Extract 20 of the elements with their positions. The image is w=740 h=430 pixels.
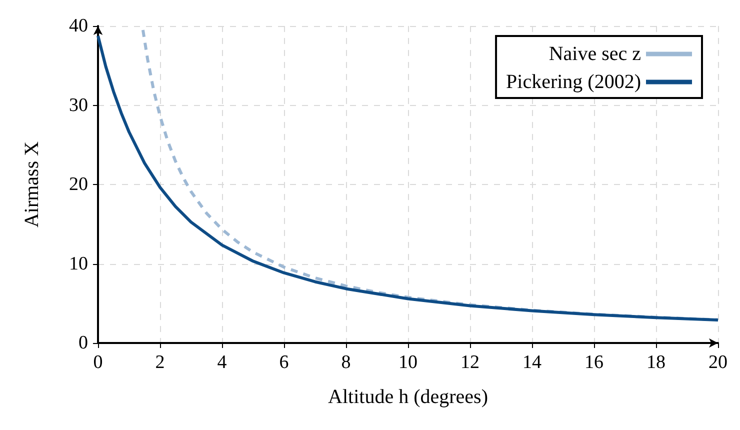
x-tick-label: 10 bbox=[398, 352, 418, 373]
y-tick-label: 10 bbox=[69, 253, 88, 274]
x-tick-label: 6 bbox=[279, 352, 289, 373]
x-tick-label: 16 bbox=[584, 352, 604, 373]
y-axis-title: Airmass X bbox=[21, 140, 43, 228]
x-tick-label: 0 bbox=[93, 352, 103, 373]
legend-label: Pickering (2002) bbox=[506, 71, 641, 93]
x-tick-label: 12 bbox=[460, 352, 480, 373]
x-tick-label: 14 bbox=[522, 352, 542, 373]
y-tick-label: 0 bbox=[78, 332, 88, 354]
x-tick-label: 8 bbox=[341, 352, 351, 373]
legend-label: Naive sec z bbox=[548, 43, 642, 65]
x-tick-label: 4 bbox=[217, 352, 228, 373]
x-tick-label: 2 bbox=[155, 352, 165, 373]
x-tick-label: 20 bbox=[708, 352, 728, 373]
x-tick-label: 18 bbox=[646, 352, 666, 373]
y-tick-label: 20 bbox=[69, 174, 88, 195]
y-tick-label: 40 bbox=[69, 16, 88, 36]
y-tick-label: 30 bbox=[69, 94, 88, 116]
x-axis-title: Altitude h (degrees) bbox=[328, 386, 488, 408]
